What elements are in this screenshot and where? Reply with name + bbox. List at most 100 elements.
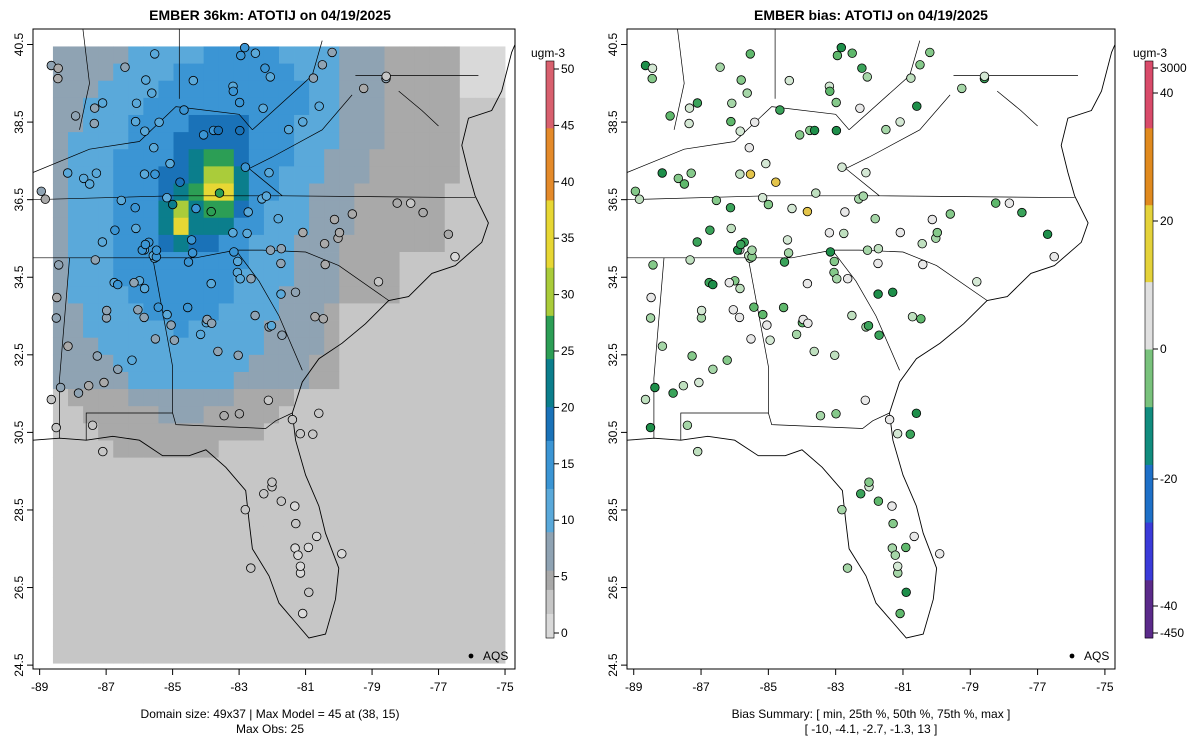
colorbar-segment	[546, 258, 554, 264]
heatmap-cell	[429, 183, 446, 202]
heatmap-cell	[203, 577, 220, 596]
colorbar-segment	[1145, 551, 1153, 557]
colorbar-tick-label: 25	[561, 344, 575, 358]
colorbar-segment	[546, 522, 554, 528]
heatmap-cell	[233, 646, 250, 664]
heatmap-cell	[83, 611, 99, 630]
heatmap-cell	[113, 389, 129, 407]
bias-marker	[715, 62, 725, 72]
heatmap-cell	[143, 149, 159, 167]
heatmap-cell	[158, 509, 174, 527]
bias-marker	[736, 75, 746, 85]
heatmap-cell	[263, 423, 280, 441]
heatmap-cell	[399, 526, 416, 544]
heatmap-cell	[98, 149, 114, 167]
heatmap-cell	[429, 354, 446, 373]
heatmap-cell	[354, 320, 370, 339]
bias-marker	[735, 126, 745, 136]
heatmap-cell	[248, 217, 265, 236]
heatmap-cell	[143, 354, 159, 373]
bias-marker	[745, 169, 756, 179]
bias-marker	[837, 505, 847, 515]
heatmap-cell	[248, 371, 265, 390]
heatmap-cell	[158, 269, 174, 287]
colorbar-segment	[1145, 537, 1153, 543]
bias-marker	[917, 238, 927, 249]
heatmap-cell	[188, 389, 205, 407]
heatmap-cell	[203, 183, 220, 202]
site-marker	[258, 103, 268, 114]
heatmap-cell	[459, 560, 476, 578]
heatmap-cell	[143, 269, 159, 287]
heatmap-cell	[113, 234, 129, 253]
colorbar-segment	[1145, 503, 1153, 509]
heatmap-cell	[354, 457, 370, 476]
heatmap-cell	[324, 594, 340, 613]
bias-marker	[873, 243, 884, 254]
heatmap-cell	[414, 474, 431, 493]
heatmap-cell	[113, 406, 129, 424]
heatmap-cell	[203, 252, 220, 270]
heatmap-cell	[98, 457, 114, 476]
heatmap-cell	[68, 371, 84, 390]
colorbar-segment	[1145, 224, 1153, 230]
colorbar-segment	[546, 339, 554, 346]
colorbar-tick-label: 0	[561, 626, 568, 640]
heatmap-cell	[399, 594, 416, 613]
heatmap-cell	[429, 543, 446, 561]
bias-marker	[763, 199, 774, 210]
colorbar-segment	[546, 272, 554, 278]
bias-marker	[887, 501, 897, 511]
site-marker	[295, 561, 306, 572]
colorbar-segment	[1145, 205, 1153, 211]
x-tick-label: -87	[97, 680, 115, 694]
heatmap-cell	[339, 628, 355, 647]
heatmap-cell	[309, 337, 325, 356]
heatmap-cell	[489, 371, 506, 390]
heatmap-cell	[248, 577, 265, 596]
heatmap-cell	[203, 474, 220, 493]
heatmap-cell	[339, 594, 355, 613]
site-marker	[319, 238, 330, 249]
colorbar-segment	[546, 181, 554, 187]
heatmap-cell	[399, 320, 416, 339]
heatmap-cell	[263, 406, 280, 424]
heatmap-cell	[399, 611, 416, 630]
colorbar-segment	[1145, 378, 1153, 384]
colorbar-segment	[1145, 436, 1153, 442]
site-marker	[239, 42, 250, 53]
left-legend-dot	[468, 653, 474, 659]
heatmap-cell	[309, 114, 325, 133]
heatmap-cell	[278, 509, 295, 527]
bias-marker	[762, 320, 772, 330]
heatmap-cell	[354, 183, 370, 202]
site-marker	[317, 60, 328, 70]
bias-marker	[907, 312, 918, 322]
heatmap-cell	[384, 80, 400, 99]
heatmap-cell	[98, 63, 114, 82]
bias-marker	[692, 237, 702, 247]
heatmap-cell	[354, 543, 370, 561]
colorbar-segment	[1145, 344, 1153, 350]
site-marker	[89, 118, 100, 129]
heatmap-cell	[339, 166, 355, 184]
site-marker	[116, 195, 127, 206]
bias-marker	[831, 409, 841, 419]
heatmap-cell	[113, 577, 129, 596]
heatmap-cell	[354, 114, 370, 133]
heatmap-cell	[278, 132, 295, 150]
site-marker	[169, 335, 180, 345]
site-marker	[327, 47, 337, 58]
bias-marker	[650, 382, 660, 393]
heatmap-cell	[83, 63, 99, 82]
heatmap-cell	[113, 46, 129, 64]
state-boundary	[996, 90, 1038, 127]
heatmap-cell	[188, 337, 205, 356]
site-marker	[120, 62, 130, 72]
heatmap-cell	[474, 46, 491, 64]
heatmap-cell	[489, 234, 506, 253]
colorbar-segment	[546, 128, 554, 134]
heatmap-cell	[248, 457, 265, 476]
heatmap-cell	[98, 509, 114, 527]
site-marker	[182, 302, 193, 313]
